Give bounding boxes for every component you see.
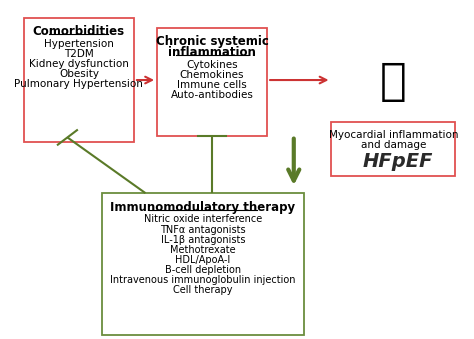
Text: Hypertension: Hypertension <box>44 39 114 49</box>
Text: HFpEF: HFpEF <box>363 152 433 171</box>
Text: IL-1β antagonists: IL-1β antagonists <box>161 235 245 245</box>
Text: Kidney dysfunction: Kidney dysfunction <box>29 59 129 69</box>
Text: B-cell depletion: B-cell depletion <box>165 265 241 275</box>
FancyBboxPatch shape <box>331 122 456 176</box>
Text: Cell therapy: Cell therapy <box>173 285 233 295</box>
Text: Chemokines: Chemokines <box>180 70 244 80</box>
Text: HDL/ApoA-I: HDL/ApoA-I <box>175 255 230 265</box>
Text: Intravenous immunoglobulin injection: Intravenous immunoglobulin injection <box>110 275 296 285</box>
Text: inflammation: inflammation <box>168 46 256 59</box>
FancyBboxPatch shape <box>24 18 134 142</box>
Text: Auto-antibodies: Auto-antibodies <box>171 91 254 100</box>
FancyBboxPatch shape <box>102 193 304 335</box>
Text: Chronic systemic: Chronic systemic <box>155 35 268 48</box>
Text: 🫀: 🫀 <box>380 60 407 103</box>
Text: and damage: and damage <box>361 140 426 150</box>
FancyBboxPatch shape <box>157 28 267 136</box>
Text: Pulmonary Hypertension: Pulmonary Hypertension <box>15 79 143 89</box>
Text: Methotrexate: Methotrexate <box>170 245 236 255</box>
Text: Myocardial inflammation: Myocardial inflammation <box>328 129 458 140</box>
Text: Cytokines: Cytokines <box>186 60 238 70</box>
Text: Immunomodulatory therapy: Immunomodulatory therapy <box>110 201 295 214</box>
Text: Nitric oxide interference: Nitric oxide interference <box>144 214 262 224</box>
Text: Comorbidities: Comorbidities <box>33 25 125 38</box>
Text: TNFα antagonists: TNFα antagonists <box>160 224 246 235</box>
Text: Immune cells: Immune cells <box>177 80 247 91</box>
Text: T2DM: T2DM <box>64 49 94 59</box>
Text: Obesity: Obesity <box>59 69 99 79</box>
